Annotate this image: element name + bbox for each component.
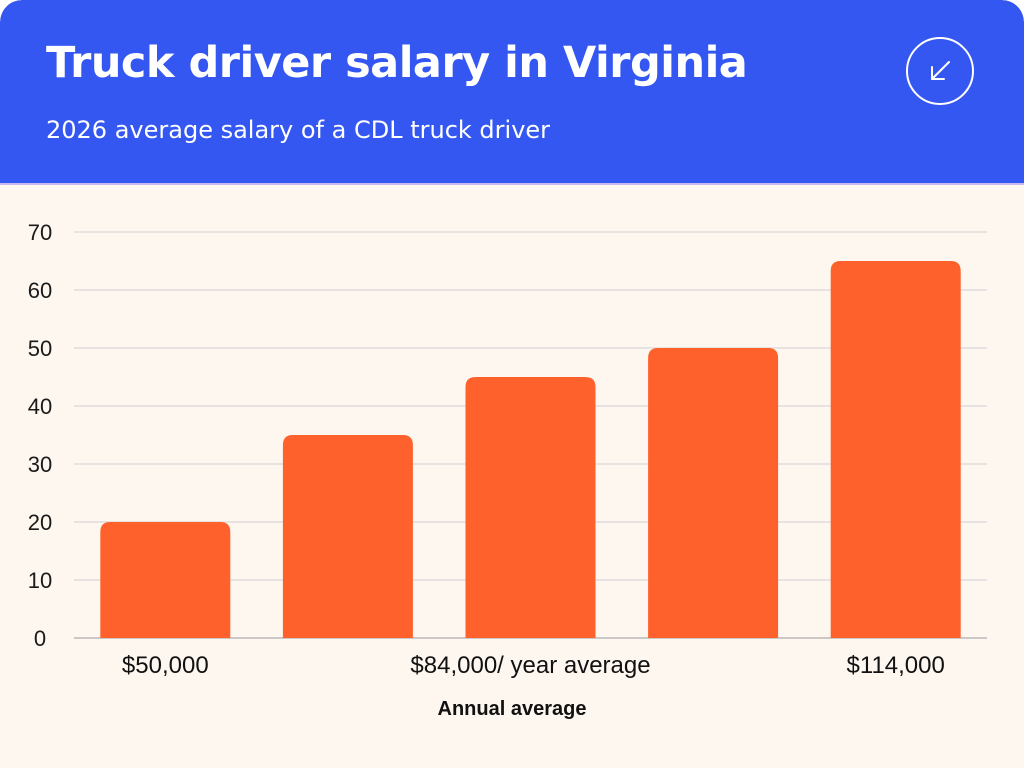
y-tick-label: 40 <box>28 394 52 419</box>
header-banner: Truck driver salary in Virginia 2026 ave… <box>0 0 1024 185</box>
y-tick-label: 10 <box>28 568 52 593</box>
y-tick-label: 20 <box>28 510 52 535</box>
bar <box>830 261 961 638</box>
bar <box>648 348 779 638</box>
x-tick-label: $84,000/ year average <box>410 652 650 679</box>
bar <box>282 435 413 638</box>
x-tick-label: $114,000 <box>847 652 945 679</box>
y-tick-label: 50 <box>28 336 52 361</box>
chart-title: Truck driver salary in Virginia <box>46 38 748 88</box>
bar <box>100 522 231 638</box>
bar-chart: 0 10 20 30 40 50 60 70 $50,000 $84,000/ year aver… <box>28 220 987 720</box>
chart-subtitle: 2026 average salary of a CDL truck drive… <box>46 116 551 144</box>
y-tick-label: 0 <box>34 626 46 651</box>
arrow-down-left-icon[interactable] <box>906 37 974 105</box>
x-axis-label: Annual average <box>438 698 587 720</box>
y-tick-label: 70 <box>28 220 52 245</box>
x-tick-label: $50,000 <box>122 652 209 679</box>
y-tick-label: 30 <box>28 452 52 477</box>
arrow-down-left-glyph <box>931 61 950 80</box>
y-tick-label: 60 <box>28 278 52 303</box>
bar <box>465 377 596 638</box>
